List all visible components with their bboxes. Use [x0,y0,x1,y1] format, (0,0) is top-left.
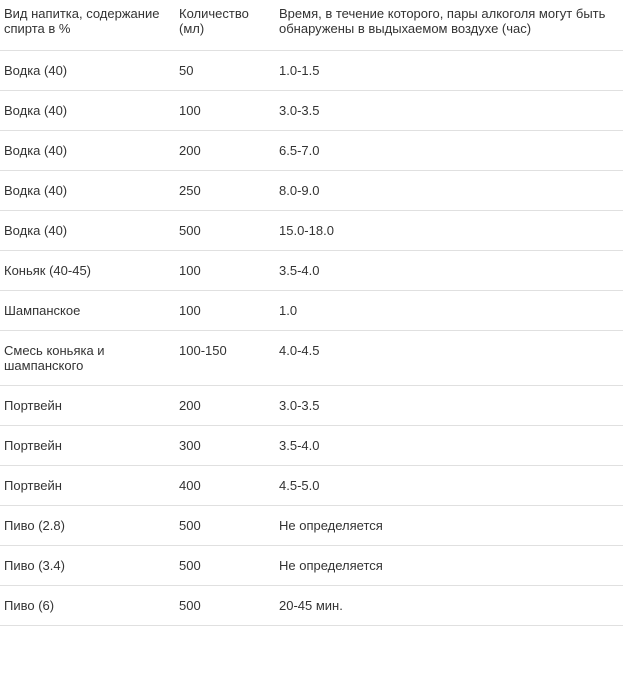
table-cell: 4.0-4.5 [275,331,623,386]
table-cell: 500 [175,211,275,251]
table-cell: Портвейн [0,426,175,466]
table-cell: Пиво (2.8) [0,506,175,546]
table-cell: 1.0-1.5 [275,51,623,91]
table-row: Водка (40)501.0-1.5 [0,51,623,91]
table-cell: 4.5-5.0 [275,466,623,506]
table-cell: Водка (40) [0,131,175,171]
table-cell: 3.0-3.5 [275,91,623,131]
table-cell: Не определяется [275,546,623,586]
table-row: Водка (40)2508.0-9.0 [0,171,623,211]
table-cell: 15.0-18.0 [275,211,623,251]
table-cell: 1.0 [275,291,623,331]
table-cell: Портвейн [0,466,175,506]
table-row: Коньяк (40-45)1003.5-4.0 [0,251,623,291]
col-header-time: Время, в течение которого, пары алкоголя… [275,0,623,51]
table-cell: 200 [175,386,275,426]
col-header-drink: Вид напитка, содержание спирта в % [0,0,175,51]
table-cell: 6.5-7.0 [275,131,623,171]
table-cell: 3.5-4.0 [275,251,623,291]
table-cell: Водка (40) [0,211,175,251]
table-cell: Не определяется [275,506,623,546]
alcohol-detection-table: Вид напитка, содержание спирта в % Колич… [0,0,623,626]
table-cell: 250 [175,171,275,211]
table-row: Пиво (3.4)500Не определяется [0,546,623,586]
table-cell: 300 [175,426,275,466]
table-cell: 500 [175,546,275,586]
table-cell: 50 [175,51,275,91]
table-cell: Водка (40) [0,91,175,131]
table-row: Водка (40)50015.0-18.0 [0,211,623,251]
table-cell: 500 [175,506,275,546]
table-cell: 100 [175,251,275,291]
table-row: Смесь коньяка и шампанского100-1504.0-4.… [0,331,623,386]
table-cell: Пиво (6) [0,586,175,626]
table-cell: Коньяк (40-45) [0,251,175,291]
table-cell: 8.0-9.0 [275,171,623,211]
table-cell: Пиво (3.4) [0,546,175,586]
table-cell: 400 [175,466,275,506]
table-row: Портвейн4004.5-5.0 [0,466,623,506]
table-header: Вид напитка, содержание спирта в % Колич… [0,0,623,51]
table-cell: 3.5-4.0 [275,426,623,466]
table-cell: Смесь коньяка и шампанского [0,331,175,386]
table-row: Пиво (6)50020-45 мин. [0,586,623,626]
table-cell: Водка (40) [0,171,175,211]
table-cell: 3.0-3.5 [275,386,623,426]
table-cell: 500 [175,586,275,626]
table-row: Портвейн3003.5-4.0 [0,426,623,466]
table-cell: 100 [175,291,275,331]
table-row: Пиво (2.8)500Не определяется [0,506,623,546]
table-row: Портвейн2003.0-3.5 [0,386,623,426]
table-cell: Шампанское [0,291,175,331]
table-row: Водка (40)1003.0-3.5 [0,91,623,131]
col-header-amount: Количество (мл) [175,0,275,51]
table-row: Водка (40)2006.5-7.0 [0,131,623,171]
table-body: Водка (40)501.0-1.5Водка (40)1003.0-3.5В… [0,51,623,626]
table-cell: Водка (40) [0,51,175,91]
table-cell: 200 [175,131,275,171]
table-cell: 100 [175,91,275,131]
table-row: Шампанское1001.0 [0,291,623,331]
table-cell: 20-45 мин. [275,586,623,626]
table-cell: 100-150 [175,331,275,386]
table-cell: Портвейн [0,386,175,426]
